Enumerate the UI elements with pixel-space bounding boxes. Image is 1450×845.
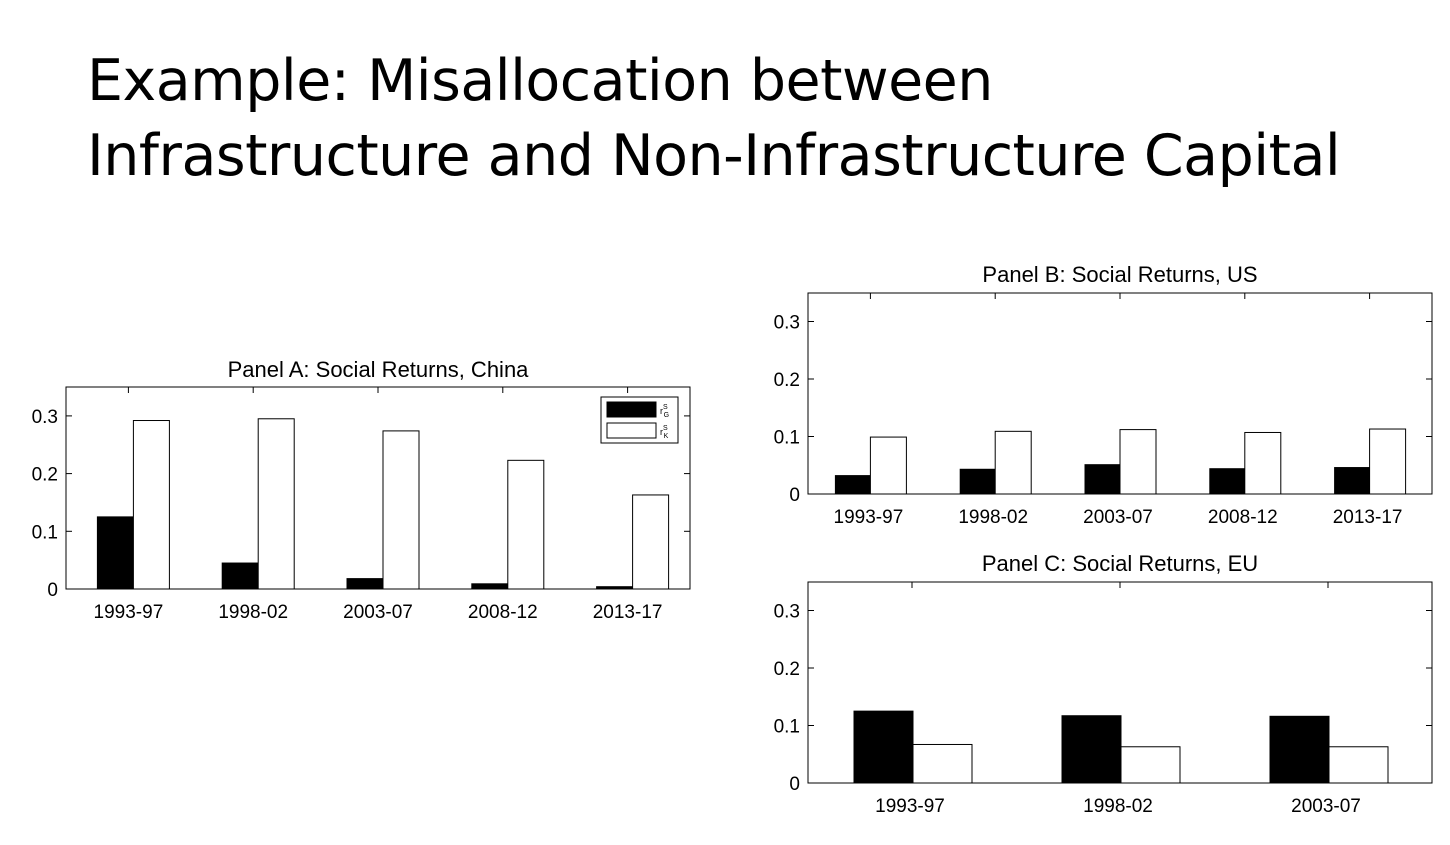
panel-a-ytick-label: 0.1 [32,522,58,543]
panel-a-bar-infrastructure [346,578,384,590]
panel-a-bar-non-infrastructure [632,494,670,590]
panel-c-bar-infrastructure [1269,715,1330,784]
panel-c-bar-non-infrastructure [1120,746,1181,784]
panel-a-title: Panel A: Social Returns, China [228,357,530,382]
panel-b-bar-infrastructure [834,475,872,495]
panel-a-xtick-label: 2008-12 [468,602,538,623]
panel-c-xtick-label: 1993-97 [875,796,945,817]
panel-c-bar-non-infrastructure [1328,746,1389,784]
panel-b-ytick-label: 0.2 [774,370,800,391]
panel-a-xtick-label: 1998-02 [218,602,288,623]
panel-c-bar-infrastructure [1061,715,1122,784]
panel-a-xtick-label: 2003-07 [343,602,413,623]
panel-a-xtick-label: 2013-17 [593,602,663,623]
panel-a-bar-non-infrastructure [382,430,420,590]
panel-b-xtick-label: 2008-12 [1208,507,1278,528]
panel-b-bar-non-infrastructure [1244,431,1282,495]
panel-c-xtick-label: 1998-02 [1083,796,1153,817]
panel-a-bar-infrastructure [96,516,134,590]
panel-b-xtick-label: 2013-17 [1333,507,1403,528]
panel-b: Panel B: Social Returns, US 0 0.1 0.2 0.3 199… [774,262,1433,528]
legend-swatch [606,401,657,418]
legend-label: rS K [660,425,669,440]
panel-b-xtick-label: 1993-97 [834,507,904,528]
panel-b-bar-non-infrastructure [994,430,1032,495]
panel-a-bar-non-infrastructure [507,459,545,590]
panel-b-bar-infrastructure [959,468,997,495]
panel-b-ytick-label: 0.1 [774,428,800,449]
panel-c: Panel C: Social Returns, EU 0 0.1 0.2 0.3 199… [774,551,1433,817]
panel-b-title: Panel B: Social Returns, US [982,262,1257,287]
slide-title-line-1: Example: Misallocation between [87,48,993,114]
panel-c-bar-non-infrastructure [912,743,973,784]
legend-label: rS G [660,404,669,419]
panel-a-bar-infrastructure [221,562,259,590]
legend-swatch [606,422,657,439]
panel-b-xtick-label: 1998-02 [958,507,1028,528]
panel-b-ytick-label: 0 [789,485,800,506]
panel-c-ytick-label: 0.1 [774,717,800,738]
panel-a-ytick-label: 0.2 [32,465,58,486]
panel-c-bar-infrastructure [853,710,914,784]
panel-a-legend: rS G rS K [600,396,679,444]
panel-a-bar-infrastructure [471,583,509,590]
panel-a: Panel A: Social Returns, China 0 0.1 0.2 0.3… [32,357,691,623]
slide-title: Example: Misallocation between Infrastru… [87,44,1341,194]
panel-c-ytick-label: 0.3 [774,602,800,623]
panel-a-xtick-label: 1993-97 [94,602,164,623]
panel-c-ytick-label: 0 [789,774,800,795]
panel-c-xtick-label: 2003-07 [1291,796,1361,817]
panel-b-bar-infrastructure [1084,464,1122,495]
panel-a-bar-non-infrastructure [132,420,170,590]
panel-c-title: Panel C: Social Returns, EU [982,551,1258,576]
panel-b-bar-non-infrastructure [1369,428,1407,495]
slide-title-line-2: Infrastructure and Non-Infrastructure Ca… [87,123,1341,189]
panel-b-bar-non-infrastructure [1119,429,1157,495]
panel-a-bar-non-infrastructure [257,418,295,590]
panel-b-xtick-label: 2003-07 [1083,507,1153,528]
panel-a-ytick-label: 0 [47,580,58,601]
panel-a-ytick-label: 0.3 [32,407,58,428]
panel-b-bar-infrastructure [1209,468,1247,495]
panel-a-bar-infrastructure [596,586,634,590]
panel-c-ytick-label: 0.2 [774,659,800,680]
panel-b-ytick-label: 0.3 [774,313,800,334]
panel-b-bar-infrastructure [1334,467,1372,495]
panel-b-bar-non-infrastructure [869,436,907,495]
